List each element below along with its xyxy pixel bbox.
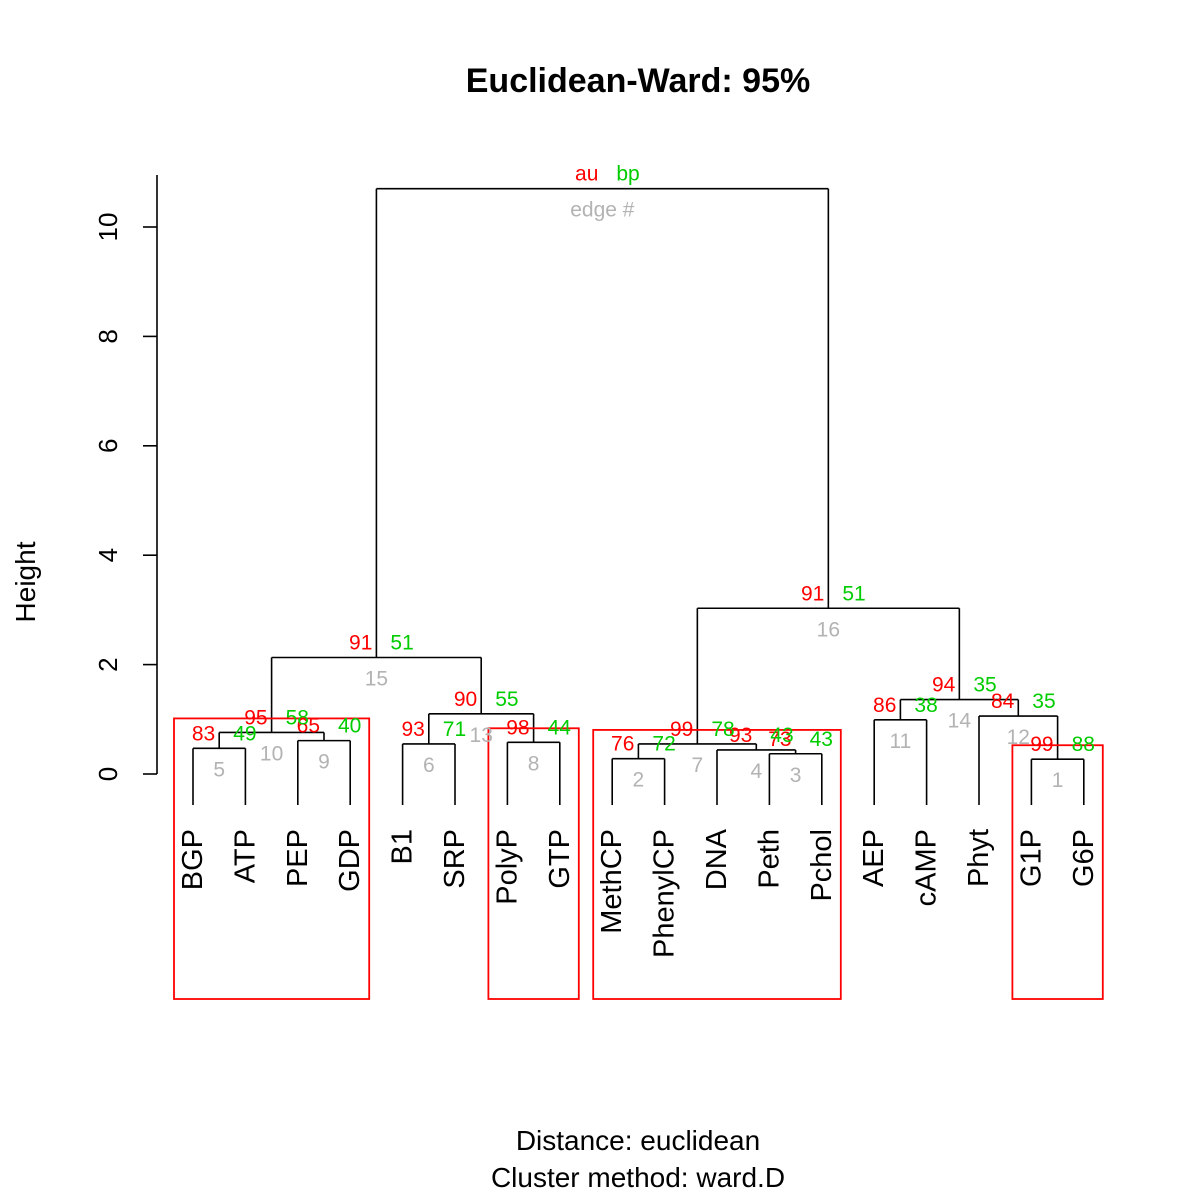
- au-value: 94: [932, 674, 956, 697]
- bp-value: bp: [616, 163, 639, 186]
- edge-number: edge #: [570, 199, 635, 222]
- edge-number: 13: [470, 724, 493, 747]
- bp-value: 88: [1072, 733, 1095, 756]
- leaf-label: DNA: [701, 828, 733, 890]
- bp-value: 78: [711, 718, 734, 741]
- leaf-label: G1P: [1015, 829, 1047, 887]
- leaf-label: GTP: [544, 829, 576, 889]
- au-value: 99: [1030, 733, 1053, 756]
- y-tick-label: 4: [93, 548, 123, 562]
- edge-number: 16: [817, 618, 840, 641]
- au-value: 98: [506, 716, 529, 739]
- bp-value: 38: [914, 694, 937, 717]
- edge-number: 8: [528, 752, 540, 775]
- leaf-label: Peth: [753, 829, 785, 889]
- y-tick-label: 6: [93, 439, 123, 453]
- leaf-label: PolyP: [491, 829, 523, 905]
- bp-value: 71: [443, 718, 466, 741]
- edge-number: 9: [318, 751, 330, 774]
- leaf-label: Pchol: [806, 829, 838, 902]
- au-value: 83: [192, 722, 215, 745]
- leaf-label: GDP: [334, 829, 366, 892]
- au-value: 91: [349, 631, 372, 654]
- leaf-label: MethCP: [596, 829, 628, 934]
- edge-number: 6: [423, 754, 435, 777]
- au-value: 95: [244, 706, 267, 729]
- bp-value: 43: [770, 724, 793, 747]
- au-value: 86: [873, 694, 896, 717]
- y-tick-label: 2: [93, 657, 123, 671]
- y-tick-label: 0: [93, 767, 123, 781]
- y-axis-label: Height: [10, 541, 41, 622]
- leaf-label: PEP: [282, 829, 314, 887]
- y-tick-label: 8: [93, 329, 123, 343]
- cluster-highlight-box: [592, 729, 842, 1000]
- cluster-highlight-box: [1011, 744, 1104, 1000]
- leaf-label: SRP: [439, 829, 471, 889]
- bp-value: 72: [652, 733, 675, 756]
- bp-value: 35: [973, 674, 996, 697]
- au-value: 93: [729, 724, 752, 747]
- bp-value: 35: [1032, 690, 1055, 713]
- subtitle-distance: Distance: euclidean: [516, 1125, 760, 1156]
- bp-value: 49: [233, 722, 256, 745]
- au-value: 91: [801, 582, 824, 605]
- bp-value: 51: [842, 582, 865, 605]
- edge-number: 2: [633, 769, 645, 792]
- edge-number: 10: [260, 742, 283, 765]
- y-axis: 0 2 4 6 8 10: [93, 175, 158, 781]
- bp-value: 58: [286, 706, 309, 729]
- bp-value: 51: [390, 631, 413, 654]
- edge-number: 5: [213, 758, 225, 781]
- au-value: 99: [670, 718, 693, 741]
- leaf-label: G6P: [1068, 829, 1100, 887]
- edge-number: 12: [1007, 726, 1030, 749]
- edge-number: 3: [790, 764, 802, 787]
- au-value: 76: [611, 733, 634, 756]
- cluster-highlight-box: [173, 717, 371, 1000]
- bp-value: 40: [338, 715, 361, 738]
- edge-number: 1: [1052, 769, 1064, 792]
- au-value: 65: [297, 715, 320, 738]
- subtitle-cluster-method: Cluster method: ward.D: [491, 1162, 785, 1193]
- au-value: 73: [768, 728, 791, 751]
- bp-value: 44: [548, 716, 572, 739]
- edge-number: 11: [889, 730, 911, 753]
- leaf-label: ATP: [229, 829, 261, 883]
- cluster-boxes: [173, 717, 1104, 1000]
- leaf-label: PhenylCP: [649, 829, 681, 958]
- bp-value: 43: [810, 728, 833, 751]
- leaf-label: BGP: [177, 829, 209, 890]
- leaf-labels: BGP ATP PEP GDP B1 SRP PolyP GTP MethCP PhenylCP D…: [177, 828, 1100, 958]
- leaf-label: Phyt: [963, 829, 995, 887]
- y-tick-label: 10: [93, 213, 123, 242]
- edge-number: 7: [692, 754, 704, 777]
- leaf-label: cAMP: [911, 829, 943, 906]
- au-value: 84: [991, 690, 1015, 713]
- edge-number: 15: [365, 667, 388, 690]
- leaf-label: B1: [387, 829, 419, 864]
- au-value: au: [575, 163, 598, 186]
- edge-number: 4: [750, 760, 762, 783]
- leaf-label: AEP: [858, 829, 890, 887]
- au-value: 93: [401, 718, 424, 741]
- chart-title: Euclidean-Ward: 95%: [466, 62, 810, 100]
- bp-value: 55: [495, 688, 518, 711]
- cluster-highlight-box: [487, 727, 580, 1000]
- au-value: 90: [454, 688, 477, 711]
- edge-number: 14: [948, 710, 972, 733]
- dendrogram-branches: [192, 187, 1085, 805]
